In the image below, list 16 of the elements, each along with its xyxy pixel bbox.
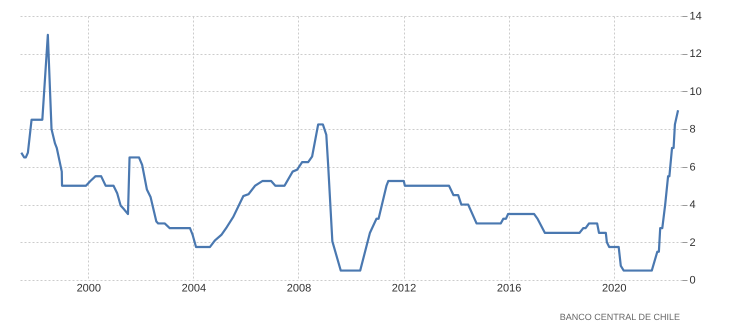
y-tick-label: 8 (690, 124, 696, 136)
y-tick-label: 14 (690, 10, 702, 22)
y-tick-label: 10 (690, 86, 702, 98)
text: BANCO CENTRAL DE CHILE (560, 312, 680, 322)
x-tick-label: 2000 (76, 282, 102, 294)
y-tick-label: 2 (690, 236, 696, 249)
x-tick-label: 2016 (496, 282, 522, 294)
y-tick-label: 0 (690, 274, 696, 286)
y-tick-label: 12 (690, 48, 702, 60)
x-tick-label: 2012 (392, 282, 416, 294)
line-series (20, 34, 680, 272)
x-tick-label: 2020 (602, 282, 626, 294)
x-tick-label: 2008 (286, 282, 312, 294)
y-tick-label: 4 (690, 199, 696, 212)
x-tick-label: 2004 (182, 282, 206, 294)
y-tick-label: 6 (690, 161, 696, 174)
